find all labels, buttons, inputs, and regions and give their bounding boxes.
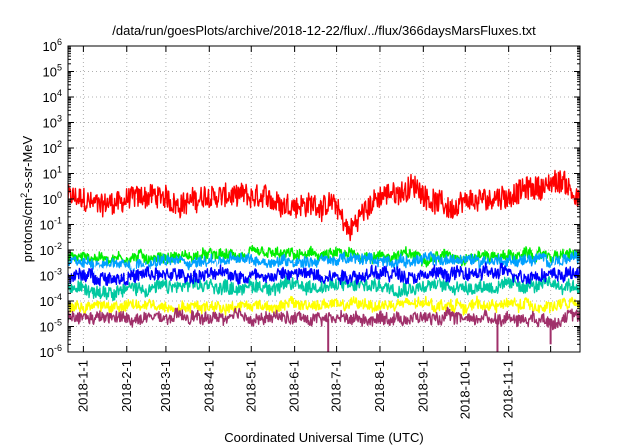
series-2-line xyxy=(68,250,580,274)
series-3-line xyxy=(68,274,580,301)
y-tick-label: 103 xyxy=(43,114,62,131)
x-tick-label: 2018-11-1 xyxy=(501,360,516,418)
x-tick-label: 2018-5-1 xyxy=(243,360,258,412)
y-tick-label: 10-4 xyxy=(40,292,62,309)
series-layer xyxy=(68,169,580,352)
y-tick-label: 100 xyxy=(43,190,62,207)
x-tick-label: 2018-6-1 xyxy=(287,360,302,412)
y-tick-label: 106 xyxy=(43,37,62,54)
x-tick-label: 2018-2-1 xyxy=(119,360,134,412)
x-tick-label: 2018-4-1 xyxy=(201,360,216,412)
y-tick-label: 10-3 xyxy=(40,267,62,284)
x-tick-label: 2018-8-1 xyxy=(372,360,387,412)
series-7-line xyxy=(68,306,580,331)
y-axis-label-sup: 2 xyxy=(19,193,29,198)
y-tick-label: 105 xyxy=(43,63,62,80)
y-tick-label: 10-1 xyxy=(40,216,62,233)
y-axis-label: protons/cm2-s-sr-MeV xyxy=(19,135,35,262)
y-tick-label: 10-6 xyxy=(40,343,62,360)
y-axis-label-pre: protons/cm xyxy=(20,198,35,262)
y-tick-label: 101 xyxy=(43,165,62,182)
x-axis-label: Coordinated Universal Time (UTC) xyxy=(224,430,423,445)
y-tick-label: 10-5 xyxy=(40,318,62,335)
y-tick-label: 10-2 xyxy=(40,241,62,258)
x-tick-label: 2018-10-1 xyxy=(457,360,472,419)
series-5-line xyxy=(68,262,580,287)
series-0-line xyxy=(68,169,580,242)
series-6-line xyxy=(68,295,580,317)
y-tick-label: 104 xyxy=(43,88,62,105)
y-axis-label-post: -s-sr-MeV xyxy=(20,135,35,192)
x-axis: 2018-1-1 2018-2-1 2018-3-1 2018-4-1 2018-5-1… xyxy=(75,46,552,419)
y-tick-label: 102 xyxy=(43,139,62,156)
x-tick-label: 2018-7-1 xyxy=(329,360,344,412)
y-axis: 10-6 10-5 10-4 10-3 10-2 10-1 100 101 102 103 104 1… xyxy=(40,37,580,360)
x-tick-label: 2018-3-1 xyxy=(158,360,173,412)
x-tick-label: 2018-1-1 xyxy=(75,360,90,412)
x-tick-label: 2018-9-1 xyxy=(415,360,430,412)
chart-title: /data/run/goesPlots/archive/2018-12-22/f… xyxy=(112,23,536,38)
